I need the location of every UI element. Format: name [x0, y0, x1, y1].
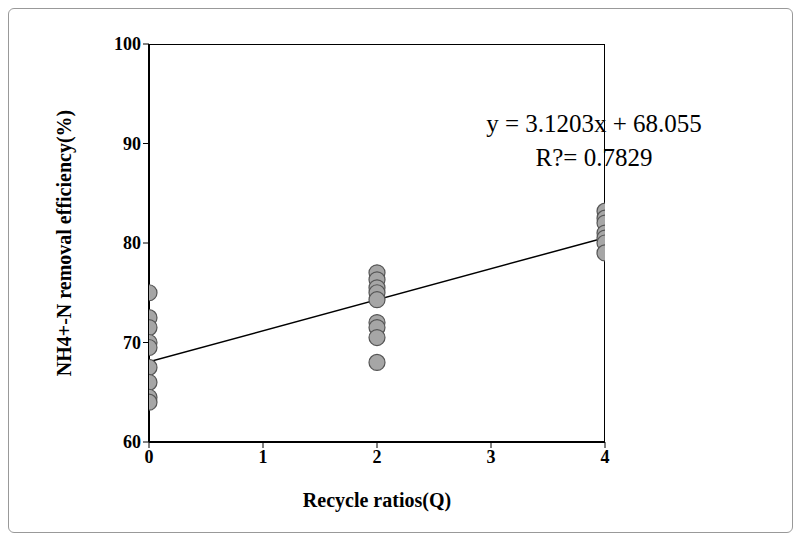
- html-text:R?= 0.7829: R?= 0.7829: [535, 144, 653, 171]
- svg-text:100: 100: [114, 34, 141, 54]
- svg-text:60: 60: [123, 432, 141, 452]
- svg-text:70: 70: [123, 333, 141, 353]
- svg-text:Recycle ratios(Q): Recycle ratios(Q): [303, 489, 451, 512]
- html-text:y = 3.1203x + 68.055: y = 3.1203x + 68.055: [486, 110, 702, 137]
- svg-text:90: 90: [123, 134, 141, 154]
- svg-text:3: 3: [487, 447, 496, 467]
- svg-text:1: 1: [259, 447, 268, 467]
- svg-text:80: 80: [123, 233, 141, 253]
- svg-text:4: 4: [601, 447, 610, 467]
- svg-text:0: 0: [145, 447, 154, 467]
- svg-text:2: 2: [373, 447, 382, 467]
- svg-text:NH4+-N removal efficiency(%): NH4+-N removal efficiency(%): [53, 110, 76, 377]
